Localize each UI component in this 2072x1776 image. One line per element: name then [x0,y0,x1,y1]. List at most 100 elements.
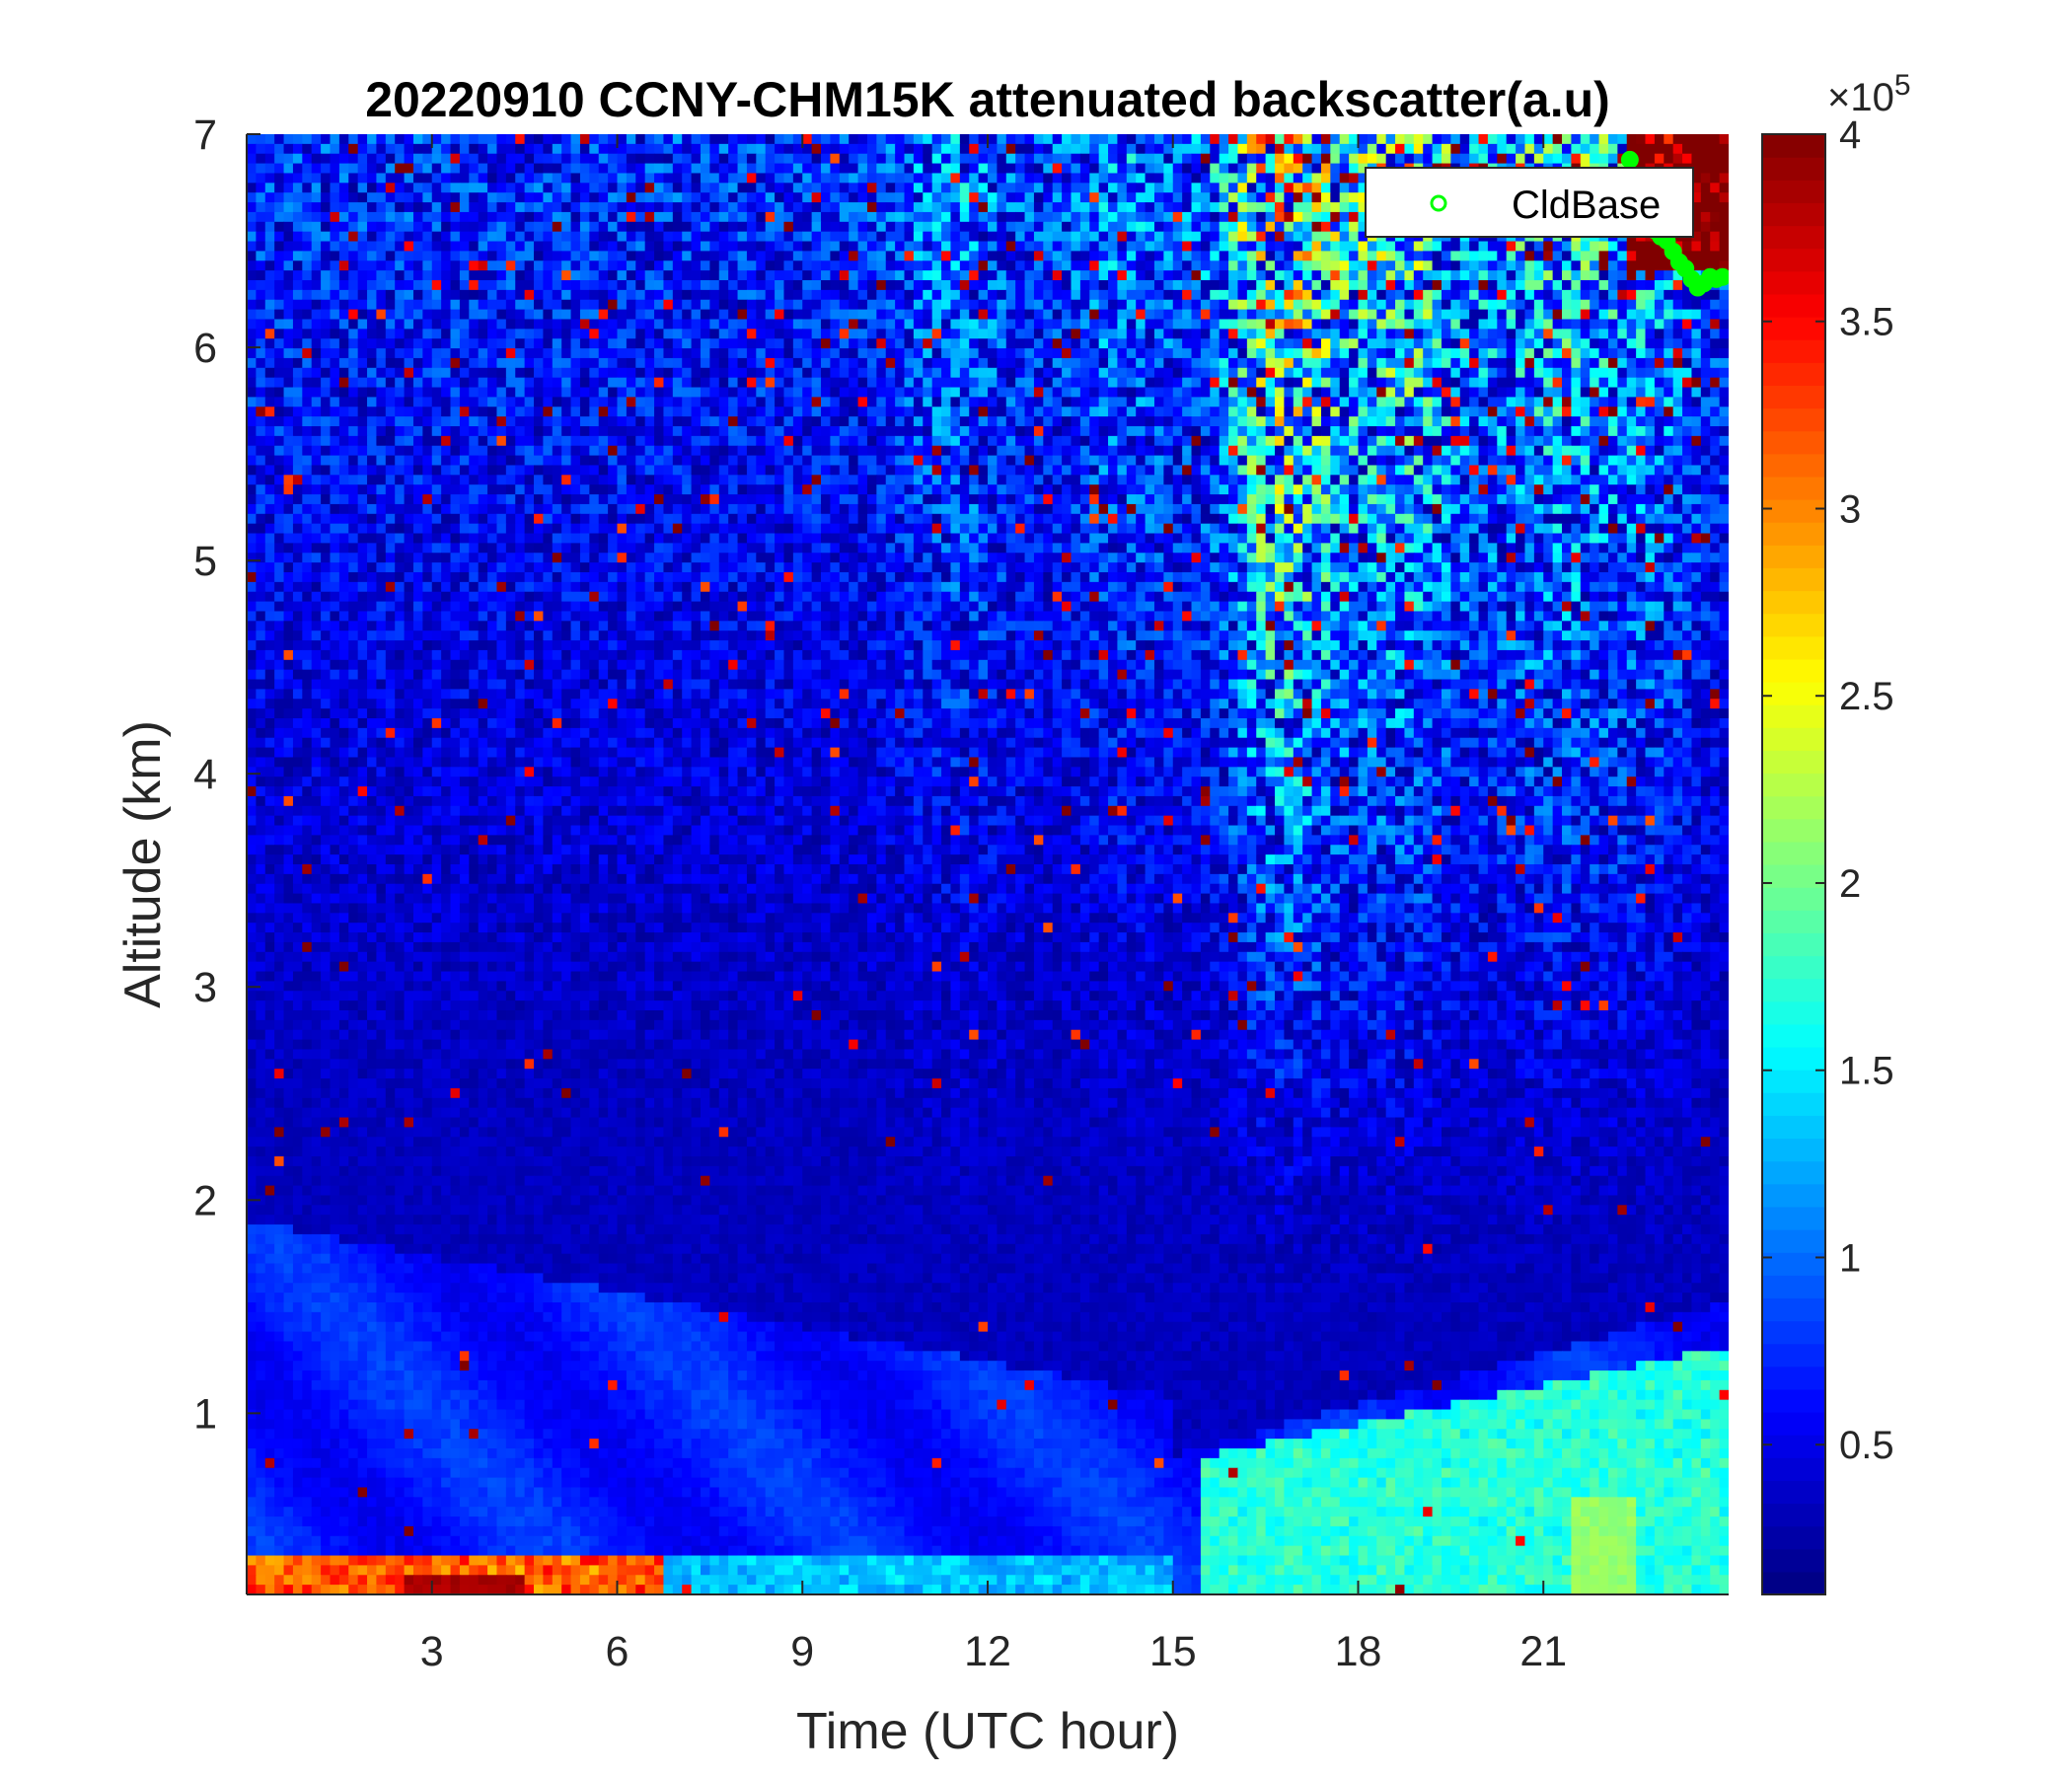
heatmap-cell [1172,426,1183,437]
heatmap-cell [496,260,507,271]
heatmap-cell [1404,270,1415,281]
heatmap-cell [1172,416,1183,427]
heatmap-cell [1598,338,1609,349]
heatmap-cell [1441,426,1451,437]
heatmap-cell [496,163,507,175]
heatmap-cell [1071,289,1081,301]
heatmap-cell [849,251,859,261]
heatmap-cell [1015,387,1026,398]
heatmap-cell [552,416,562,427]
heatmap-cell [256,357,266,369]
heatmap-cell [672,416,683,427]
heatmap-cell [765,329,776,339]
heatmap-cell [1469,348,1480,359]
heatmap-cell [515,289,526,301]
heatmap-cell [1210,329,1221,339]
heatmap-cell [330,397,340,407]
heatmap-cell [1432,338,1443,349]
heatmap-cell [515,251,526,261]
heatmap-cell [1089,377,1100,389]
heatmap-cell [1079,377,1090,389]
heatmap-cell [1089,134,1100,145]
heatmap-cell [895,309,906,321]
heatmap-cell [1136,289,1147,301]
heatmap-cell [1153,134,1164,145]
heatmap-cell [1339,153,1350,165]
heatmap-cell [775,211,785,223]
heatmap-cell [728,319,739,330]
heatmap-cell [450,143,461,155]
heatmap-cell [635,289,646,301]
heatmap-cell [1219,309,1229,321]
heatmap-cell [1265,329,1276,339]
heatmap-cell [635,299,646,311]
heatmap-cell [617,348,628,359]
heatmap-cell [431,280,442,291]
heatmap-cell [728,357,739,369]
heatmap-cell [385,270,396,281]
heatmap-cell [1441,377,1451,389]
heatmap-cell [1358,289,1369,301]
heatmap-cell [997,202,1007,213]
heatmap-cell [1404,329,1415,339]
heatmap-cell [1284,397,1295,407]
heatmap-cell [1126,183,1137,193]
heatmap-cell [505,329,516,339]
heatmap-cell [1256,319,1267,330]
heatmap-cell [931,270,942,281]
heatmap-cell [543,231,554,243]
heatmap-cell [1265,299,1276,311]
heatmap-cell [802,407,813,417]
heatmap-cell [802,153,813,165]
heatmap-cell [1015,202,1026,213]
heatmap-cell [1607,348,1618,359]
heatmap-cell [1284,329,1295,339]
heatmap-cell [941,309,952,321]
heatmap-cell [1571,270,1582,281]
heatmap-cell [1311,299,1322,311]
heatmap-cell [1626,407,1637,417]
heatmap-cell [441,426,452,437]
heatmap-cell [1654,241,1665,252]
heatmap-cell [552,319,562,330]
heatmap-cell [941,211,952,223]
heatmap-cell [1320,192,1331,203]
heatmap-cell [543,183,554,193]
heatmap-cell [839,192,850,203]
heatmap-cell [330,231,340,243]
heatmap-cell [1136,153,1147,165]
heatmap-cell [395,348,406,359]
heatmap-cell [1339,280,1350,291]
heatmap-cell [792,183,803,193]
heatmap-cell [1015,260,1026,271]
heatmap-cell [988,397,998,407]
heatmap-cell [264,211,275,223]
heatmap-cell [1145,357,1155,369]
heatmap-cell [1358,183,1369,193]
heatmap-cell [765,397,776,407]
heatmap-cell [969,416,980,427]
heatmap-cell [1395,397,1406,407]
heatmap-cell [1256,163,1267,175]
heatmap-cell [1005,231,1016,243]
heatmap-cell [1487,143,1498,155]
heatmap-cell [635,377,646,389]
heatmap-cell [1182,397,1193,407]
heatmap-cell [589,270,600,281]
heatmap-cell [765,319,776,330]
heatmap-cell [775,231,785,243]
heatmap-cell [570,338,581,349]
heatmap-cell [1052,407,1063,417]
heatmap-cell [598,348,609,359]
heatmap-cell [598,211,609,223]
heatmap-cell [1200,348,1211,359]
heatmap-cell [1719,163,1729,175]
heatmap-cell [608,270,619,281]
heatmap-cell [1237,241,1248,252]
heatmap-cell [1385,319,1396,330]
heatmap-cell [1163,357,1174,369]
heatmap-cell [404,289,414,301]
heatmap-cell [1358,231,1369,243]
heatmap-cell [1311,251,1322,261]
heatmap-cell [598,319,609,330]
